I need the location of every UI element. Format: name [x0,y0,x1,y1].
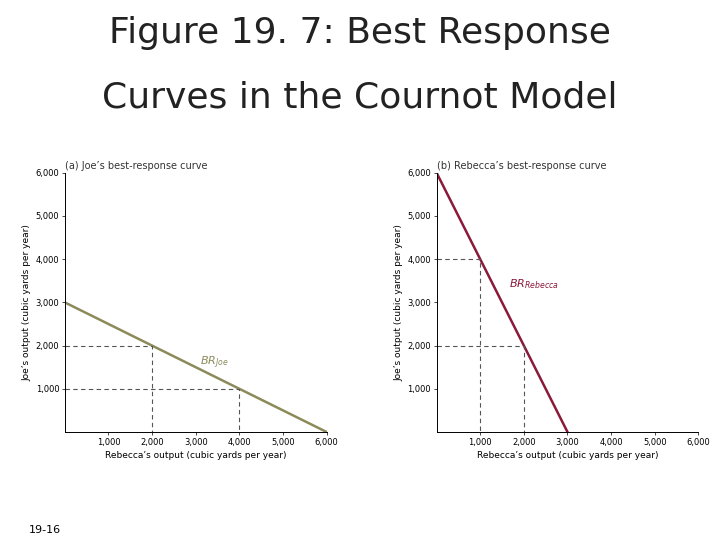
Text: Figure 19. 7: Best Response: Figure 19. 7: Best Response [109,16,611,50]
Text: Curves in the Cournot Model: Curves in the Cournot Model [102,81,618,115]
Text: (b) Rebecca’s best-response curve: (b) Rebecca’s best-response curve [436,160,606,171]
Text: 19-16: 19-16 [29,524,61,535]
Text: $\mathit{BR}_{Joe}$: $\mathit{BR}_{Joe}$ [200,354,229,371]
X-axis label: Rebecca’s output (cubic yards per year): Rebecca’s output (cubic yards per year) [477,451,658,460]
Text: (a) Joe’s best-response curve: (a) Joe’s best-response curve [65,160,207,171]
Text: $\mathit{BR}_{Rebecca}$: $\mathit{BR}_{Rebecca}$ [508,277,559,291]
X-axis label: Rebecca’s output (cubic yards per year): Rebecca’s output (cubic yards per year) [105,451,287,460]
Y-axis label: Joe’s output (cubic yards per year): Joe’s output (cubic yards per year) [22,224,32,381]
Y-axis label: Joe’s output (cubic yards per year): Joe’s output (cubic yards per year) [394,224,403,381]
